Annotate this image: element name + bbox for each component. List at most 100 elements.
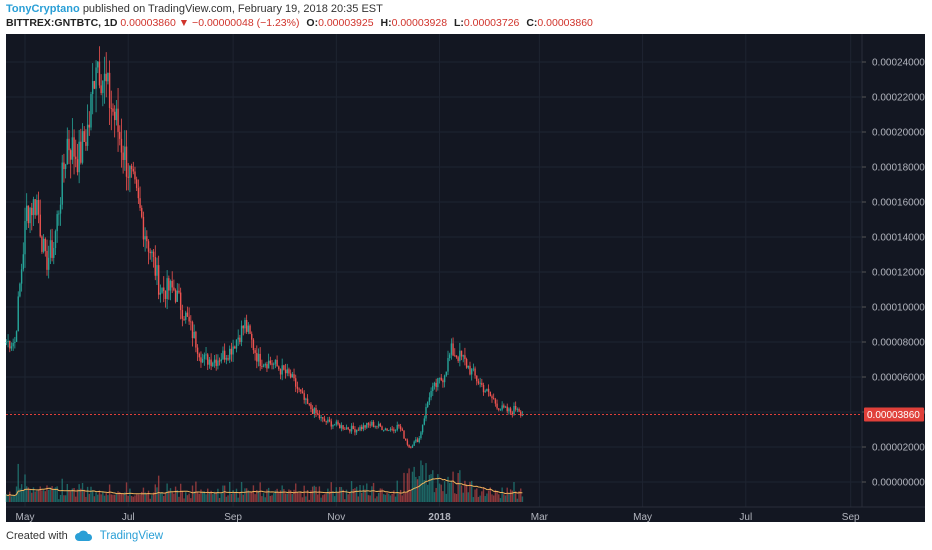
volume-bar [452, 471, 454, 502]
candle-body [398, 424, 400, 427]
candle-body [396, 424, 398, 431]
published-text: published on TradingView.com, February 1… [82, 3, 383, 15]
volume-bar [53, 488, 55, 502]
x-tick-label: 2018 [428, 512, 451, 523]
volume-bar [328, 491, 331, 502]
volume-bar [509, 489, 512, 502]
volume-bar [176, 490, 178, 502]
candle-body [487, 388, 490, 392]
candle-body [354, 429, 356, 433]
volume-bar [64, 495, 67, 502]
volume-bar [134, 495, 136, 502]
candle-body [58, 213, 60, 215]
candle-body [477, 381, 480, 384]
volume-bar [489, 487, 491, 502]
candle-body [102, 80, 104, 94]
volume-bar [288, 489, 290, 502]
volume-bar [85, 496, 87, 502]
volume-bar [244, 488, 246, 502]
candle-body [244, 319, 246, 329]
volume-bar [75, 496, 77, 502]
candle-body [459, 350, 461, 361]
volume-bar [393, 490, 395, 502]
candle-body [379, 423, 382, 427]
author-link[interactable]: TonyCryptano [6, 3, 80, 15]
candle-body [86, 124, 89, 146]
volume-bar [66, 484, 68, 502]
candle-body [191, 322, 194, 339]
volume-bar [207, 488, 209, 502]
candle-body [350, 425, 353, 432]
volume-bar [232, 490, 234, 502]
candle-body [313, 408, 316, 414]
volume-bar [300, 491, 302, 502]
volume-bar [127, 495, 129, 502]
volume-bar [377, 492, 380, 502]
candle-body [47, 257, 50, 270]
volume-bar [7, 495, 9, 502]
candle-body [442, 380, 444, 383]
volume-bar [59, 494, 62, 502]
time-axis[interactable]: May Jul Sep Nov 2018 Mar May Jul Sep [16, 512, 860, 523]
volume-bar [425, 463, 427, 502]
candle-body [323, 418, 326, 422]
volume-bar [27, 487, 30, 502]
volume-bar [10, 496, 13, 502]
volume-bar [179, 483, 182, 502]
candle-body [273, 363, 275, 365]
candle-body [32, 199, 35, 216]
candle-body [107, 72, 109, 82]
volume-bar [335, 487, 338, 502]
candle-body [403, 430, 405, 439]
volume-bar [504, 495, 507, 502]
candle-body [171, 280, 173, 288]
volume-bar [108, 484, 111, 502]
volume-bar [457, 473, 459, 502]
candle-body [174, 290, 177, 302]
tradingview-brand-link[interactable]: TradingView [99, 530, 164, 542]
candle-body [376, 426, 378, 428]
volume-bar [410, 489, 412, 502]
volume-bar [391, 493, 393, 502]
volume-bar [440, 484, 442, 502]
volume-bar [371, 486, 373, 502]
volume-bar [487, 490, 490, 502]
candle-body [261, 366, 263, 367]
volume-bar [498, 494, 500, 502]
candle-body [494, 399, 497, 404]
price-chart[interactable]: 0.00024000 0.00022000 0.00020000 0.00018000… [0, 32, 932, 524]
candle-body [355, 429, 358, 433]
candle-body [454, 355, 456, 357]
volume-bar [482, 487, 485, 502]
volume-bar [105, 493, 107, 502]
volume-bar [113, 494, 116, 502]
candle-body [222, 350, 224, 360]
candle-body [481, 382, 483, 385]
candle-body [352, 425, 354, 430]
candle-body [220, 359, 222, 362]
volume-bar [58, 499, 60, 502]
volume-bar [71, 488, 74, 502]
candle-body [432, 385, 434, 391]
volume-bar [152, 492, 155, 502]
candle-body [506, 406, 508, 412]
volume-bar [174, 486, 177, 502]
candle-body [450, 343, 453, 355]
candle-body [521, 414, 524, 416]
y-tick-label: 0.00008000 [872, 338, 925, 349]
candle-body [173, 287, 175, 291]
candle-body [205, 354, 207, 356]
candle-body [511, 412, 513, 415]
volume-bar [261, 496, 263, 502]
volume-bar [420, 460, 422, 502]
candle-body [496, 403, 498, 409]
volume-bar [90, 486, 92, 502]
candle-body [300, 389, 302, 392]
tradingview-cloud-icon[interactable] [74, 530, 94, 542]
candle-body [166, 278, 168, 299]
volume-bar [472, 497, 475, 502]
candle-body [281, 365, 283, 375]
volume-bar [25, 486, 28, 502]
volume-bar [388, 493, 390, 502]
volume-bar [14, 495, 16, 502]
